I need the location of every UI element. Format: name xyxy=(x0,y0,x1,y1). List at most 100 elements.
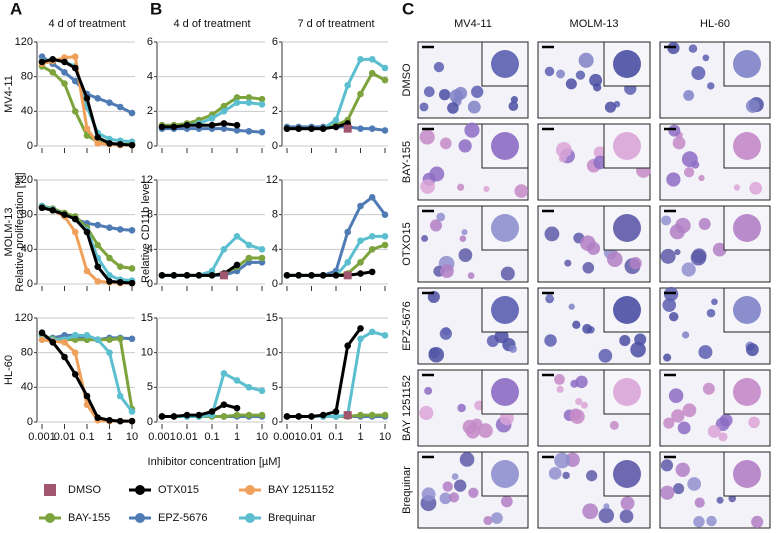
inset-cell xyxy=(491,214,519,242)
inset-cell xyxy=(491,460,519,488)
data-point xyxy=(332,272,340,279)
data-point xyxy=(106,349,113,356)
y-tick-label: 15 xyxy=(266,312,278,324)
data-point xyxy=(94,140,102,147)
series-line xyxy=(41,338,132,423)
data-point xyxy=(49,69,57,76)
cell xyxy=(662,298,677,312)
data-point xyxy=(83,228,91,236)
cell xyxy=(514,184,529,198)
cell xyxy=(619,335,631,347)
data-point xyxy=(233,404,241,412)
inset-cell xyxy=(733,132,761,160)
y-tick-label: 12 xyxy=(141,174,153,186)
data-point xyxy=(106,254,113,262)
data-point xyxy=(106,224,113,231)
inset-cell xyxy=(733,460,761,488)
legend-label: EPZ-5676 xyxy=(158,512,208,524)
data-point xyxy=(94,414,102,421)
data-point xyxy=(71,371,79,378)
data-point xyxy=(381,411,389,419)
data-point xyxy=(116,335,124,343)
cell xyxy=(687,477,702,491)
data-point xyxy=(343,124,352,133)
column-title: 7 d of treatment xyxy=(297,18,374,30)
data-point xyxy=(71,64,79,72)
y-tick-label: 80 xyxy=(21,71,33,83)
data-point xyxy=(332,413,340,420)
data-point xyxy=(368,411,376,419)
y-tick-label: 10 xyxy=(266,347,278,359)
data-point xyxy=(381,127,389,134)
data-point xyxy=(158,413,166,420)
data-point xyxy=(195,272,203,279)
cell xyxy=(471,418,483,430)
y-tick-label: 120 xyxy=(15,174,33,186)
data-point xyxy=(319,411,327,419)
data-point xyxy=(94,134,102,141)
data-point xyxy=(71,53,79,61)
y-tick-label: 40 xyxy=(21,381,33,393)
cell xyxy=(716,496,724,504)
data-point xyxy=(308,272,315,279)
cell xyxy=(544,66,555,77)
inset-cell xyxy=(613,460,641,488)
cell xyxy=(544,334,557,347)
cell xyxy=(569,409,585,424)
data-point xyxy=(319,272,327,279)
cell xyxy=(681,331,690,339)
cell xyxy=(580,235,596,251)
cell xyxy=(578,52,594,68)
cell xyxy=(575,397,583,406)
data-point xyxy=(258,101,266,108)
cell xyxy=(568,303,575,310)
data-point xyxy=(158,123,166,131)
cell xyxy=(575,375,588,389)
cell xyxy=(630,341,646,358)
y-tick-label: 2 xyxy=(147,105,153,117)
cell xyxy=(454,479,467,492)
cell xyxy=(748,416,760,429)
cell xyxy=(702,382,715,395)
y-tick-label: 4 xyxy=(272,243,278,255)
cell xyxy=(457,403,466,413)
cell xyxy=(582,261,595,274)
cell xyxy=(458,248,473,262)
data-point xyxy=(357,202,364,210)
cell xyxy=(438,89,451,101)
inset-cell xyxy=(613,50,641,78)
data-point xyxy=(220,125,228,132)
x-tick-label: 0.01 xyxy=(54,431,75,443)
legend-label: Brequinar xyxy=(268,512,316,524)
data-point xyxy=(233,127,241,134)
data-point xyxy=(368,246,376,253)
cell xyxy=(733,184,741,191)
data-point xyxy=(94,263,102,270)
cell xyxy=(604,101,617,113)
y-tick-label: 0 xyxy=(147,140,153,152)
data-point xyxy=(357,125,364,132)
data-point xyxy=(381,233,389,240)
data-point xyxy=(61,58,68,66)
data-point xyxy=(357,270,364,277)
cell xyxy=(429,166,445,182)
data-point xyxy=(183,121,191,129)
micrograph-row-label: Brequinar xyxy=(401,466,413,514)
cell xyxy=(674,249,681,256)
data-point xyxy=(357,325,364,332)
cell xyxy=(706,308,716,318)
data-point xyxy=(258,411,266,419)
cell xyxy=(447,102,459,114)
inset-cell xyxy=(491,50,519,78)
data-point xyxy=(245,384,253,391)
data-point xyxy=(158,272,166,279)
data-point xyxy=(128,335,136,343)
micrograph-row-label: BAY 1251152 xyxy=(401,375,413,441)
cell xyxy=(675,217,691,234)
micrograph-row-label: OTXO15 xyxy=(401,222,413,265)
cell xyxy=(439,492,452,505)
data-point xyxy=(128,279,136,287)
y-tick-label: 0 xyxy=(27,278,33,290)
data-point xyxy=(71,228,79,236)
cell xyxy=(749,181,763,195)
